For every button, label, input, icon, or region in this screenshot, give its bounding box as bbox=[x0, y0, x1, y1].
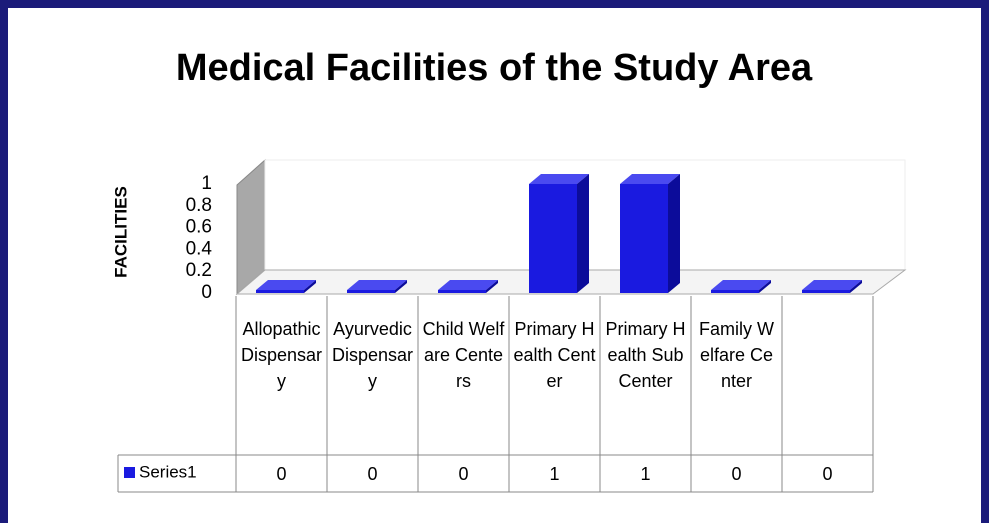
bar-side bbox=[850, 280, 862, 293]
y-axis-label: FACILITIES bbox=[111, 186, 130, 278]
bar-side bbox=[668, 174, 680, 293]
bar-top bbox=[256, 280, 316, 290]
data-table-value: 1 bbox=[549, 464, 560, 484]
category-label: Child Welfare Centers bbox=[422, 319, 505, 391]
data-table-value: 0 bbox=[458, 464, 469, 484]
bar bbox=[438, 290, 486, 293]
category-label: Family Welfare Center bbox=[699, 319, 774, 391]
bar bbox=[347, 290, 395, 293]
category-label: Primary Health Center bbox=[513, 319, 596, 391]
bar-top bbox=[347, 280, 407, 290]
bar-side bbox=[304, 280, 316, 293]
bar-top bbox=[711, 280, 771, 290]
bar-top bbox=[438, 280, 498, 290]
bar bbox=[529, 184, 577, 293]
bar bbox=[256, 290, 304, 293]
bar-side bbox=[486, 280, 498, 293]
bar bbox=[802, 290, 850, 293]
y-tick-label: 0.2 bbox=[186, 260, 212, 281]
data-table-value: 0 bbox=[731, 464, 742, 484]
category-label: Primary Health Sub Center bbox=[605, 319, 686, 391]
legend-label: Series1 bbox=[139, 462, 197, 481]
bar-top bbox=[529, 174, 589, 184]
legend-key bbox=[124, 467, 135, 478]
category-label: Allopathic Dispensary bbox=[240, 319, 323, 391]
bar-top bbox=[802, 280, 862, 290]
y-tick-label: 0.6 bbox=[186, 217, 212, 238]
bar bbox=[620, 184, 668, 293]
data-table-value: 0 bbox=[822, 464, 833, 484]
chart-title: Medical Facilities of the Study Area bbox=[176, 47, 813, 89]
data-table-value: 0 bbox=[276, 464, 287, 484]
y-tick-label: 0 bbox=[201, 282, 212, 303]
y-tick-label: 0.4 bbox=[186, 238, 213, 259]
y-tick-label: 1 bbox=[201, 173, 212, 194]
bar-side bbox=[577, 174, 589, 293]
category-label: Ayurvedic Dispensary bbox=[331, 319, 414, 391]
y-tick-label: 0.8 bbox=[186, 195, 212, 216]
bar-side bbox=[759, 280, 771, 293]
bar bbox=[711, 290, 759, 293]
data-table-value: 1 bbox=[640, 464, 651, 484]
bar-top bbox=[620, 174, 680, 184]
bar-side bbox=[395, 280, 407, 293]
data-table-value: 0 bbox=[367, 464, 378, 484]
